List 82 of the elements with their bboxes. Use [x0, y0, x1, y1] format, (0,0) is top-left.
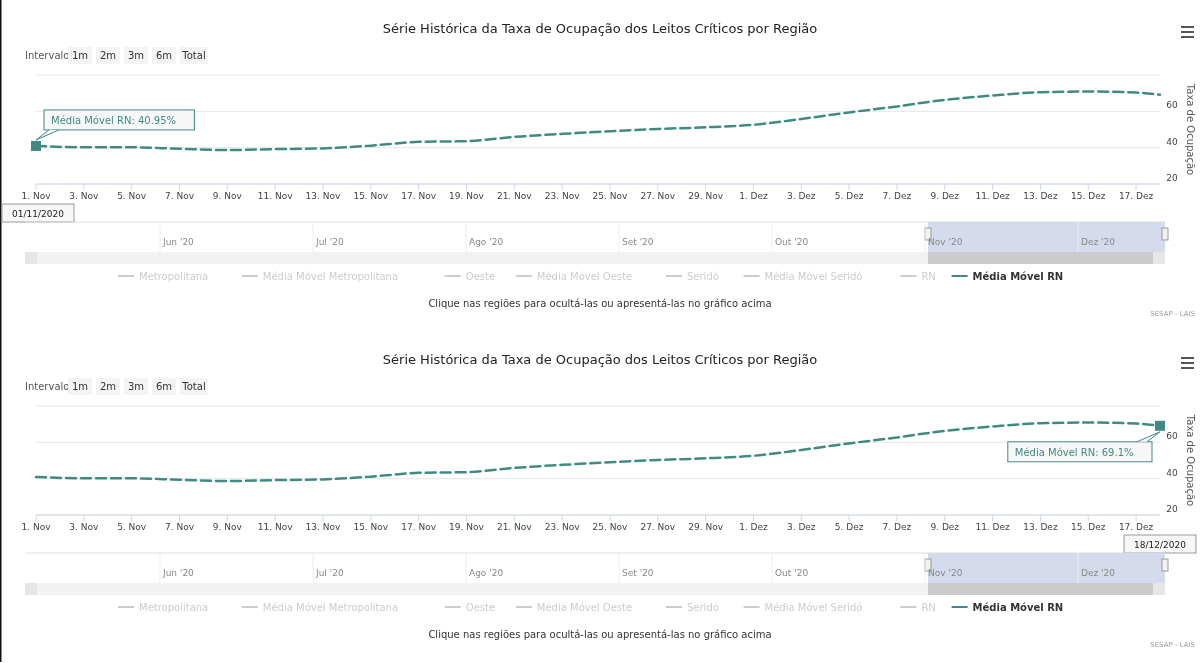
x-tick-label: 17. Dez — [1118, 522, 1154, 532]
legend-label: Média Móvel RN — [972, 271, 1064, 282]
range-button: 2m — [96, 47, 120, 64]
navigator: Jun '20 Jul '20 Ago '20 Set '20 Out '20 Nov '20 Dez '20 — [24, 221, 1169, 264]
range-button: 6m — [152, 378, 176, 395]
x-tick-label: 21. Nov — [496, 191, 533, 201]
x-tick-label: 1. Dez — [739, 191, 769, 201]
x-tick-label: 9. Nov — [212, 191, 243, 201]
x-tick-label: 25. Nov — [592, 522, 628, 532]
x-tick-label: 19. Nov — [449, 522, 485, 532]
x-tick-label: 11. Dez — [975, 191, 1011, 201]
x-tick-label: 13. Nov — [305, 522, 342, 532]
x-tick-label: 15. Dez — [1071, 191, 1106, 201]
range-button: 1m — [68, 378, 92, 395]
x-tick-label: 11. Nov — [257, 522, 294, 532]
x-tick-label: 15. Nov — [353, 522, 389, 532]
x-tick-label: 5. Nov — [117, 522, 147, 532]
x-tick-label: 15. Nov — [353, 191, 389, 201]
range-button: 3m — [124, 47, 148, 64]
y-axis-title: Taxa de Ocupação — [1185, 413, 1196, 507]
x-tick-label: 15. Dez — [1071, 522, 1106, 532]
y-tick-label: 40 — [1166, 467, 1178, 478]
tooltip: Média Móvel RN: 69.1% — [1007, 431, 1161, 463]
annotation: Média Móvel RN: 69.1% — [1014, 446, 1134, 458]
text: Clique nas regiões para ocultá-las ou apresentá-las no gráfico acima — [428, 298, 772, 309]
range-button: Total — [180, 378, 208, 395]
x-tick-label: 19. Nov — [449, 191, 485, 201]
text: Clique nas regiões para ocultá-las ou apresentá-las no gráfico acima — [428, 629, 772, 640]
y-tick-label: 20 — [1166, 173, 1178, 183]
y-tick-label: 60 — [1166, 431, 1178, 442]
x-tick-label: 7. Dez — [882, 191, 912, 201]
range-button: 2m — [96, 378, 120, 395]
x-tick-label: 7. Nov — [164, 191, 195, 201]
x-tick-label: 3. Dez — [786, 191, 816, 201]
x-tick-label: 5. Dez — [834, 522, 864, 532]
x-tick-label: 13. Dez — [1023, 522, 1058, 532]
x-tick-label: 27. Nov — [640, 522, 676, 532]
x-tick-label: 5. Dez — [834, 191, 864, 201]
range-button: Total — [180, 47, 208, 64]
text: Intervalo — [25, 50, 70, 61]
x-tick-label: 17. Nov — [401, 191, 437, 201]
annotation: Média Móvel RN: 40.95% — [51, 114, 177, 126]
x-tick-label: 9. Dez — [930, 191, 960, 201]
x-tick-label: 5. Nov — [117, 191, 147, 201]
date-tooltip: 01/11/2020 — [1, 203, 75, 223]
x-tick-label: 7. Dez — [882, 522, 912, 532]
range-button: 3m — [124, 378, 148, 395]
x-tick-label: 27. Nov — [640, 191, 676, 201]
y-axis-title: Taxa de Ocupação — [1185, 82, 1196, 176]
x-tick-label: 29. Nov — [688, 191, 724, 201]
y-tick-label: 20 — [1166, 504, 1178, 514]
x-tick-label: 23. Nov — [544, 191, 581, 201]
date-tooltip: 18/12/2020 — [1123, 534, 1197, 554]
x-tick-label: 3. Nov — [69, 522, 100, 532]
y-tick-label: 40 — [1166, 136, 1178, 147]
x-tick-label: 11. Dez — [975, 522, 1011, 532]
x-tick-label: 1. Nov — [21, 522, 52, 532]
x-tick-label: 9. Dez — [930, 522, 960, 532]
navigator: Jun '20 Jul '20 Ago '20 Set '20 Out '20 Nov '20 Dez '20 — [24, 552, 1169, 595]
legend-label: Média Móvel RN — [972, 602, 1064, 613]
x-tick-label: 25. Nov — [592, 191, 628, 201]
x-tick-label: 3. Nov — [69, 191, 100, 201]
x-tick-label: 9. Nov — [212, 522, 243, 532]
chart-title: Série Histórica da Taxa de Ocupação dos Leitos Críticos por Região — [382, 352, 818, 367]
x-tick-label: 23. Nov — [544, 522, 581, 532]
x-tick-label: 1. Nov — [21, 191, 52, 201]
text: Intervalo — [25, 381, 70, 392]
tooltip: Média Móvel RN: 40.95% — [35, 109, 195, 141]
x-tick-label: 3. Dez — [786, 522, 816, 532]
x-tick-label: 29. Nov — [688, 522, 724, 532]
range-button: 1m — [68, 47, 92, 64]
x-tick-label: 13. Dez — [1023, 191, 1058, 201]
x-tick-label: 21. Nov — [496, 522, 533, 532]
x-tick-label: 7. Nov — [164, 522, 195, 532]
chart-title: Série Histórica da Taxa de Ocupação dos Leitos Críticos por Região — [382, 21, 818, 36]
x-tick-label: 1. Dez — [739, 522, 769, 532]
range-button: 6m — [152, 47, 176, 64]
x-tick-label: 17. Dez — [1118, 191, 1154, 201]
x-tick-label: 11. Nov — [257, 191, 294, 201]
y-tick-label: 60 — [1166, 100, 1178, 111]
x-tick-label: 13. Nov — [305, 191, 342, 201]
x-tick-label: 17. Nov — [401, 522, 437, 532]
